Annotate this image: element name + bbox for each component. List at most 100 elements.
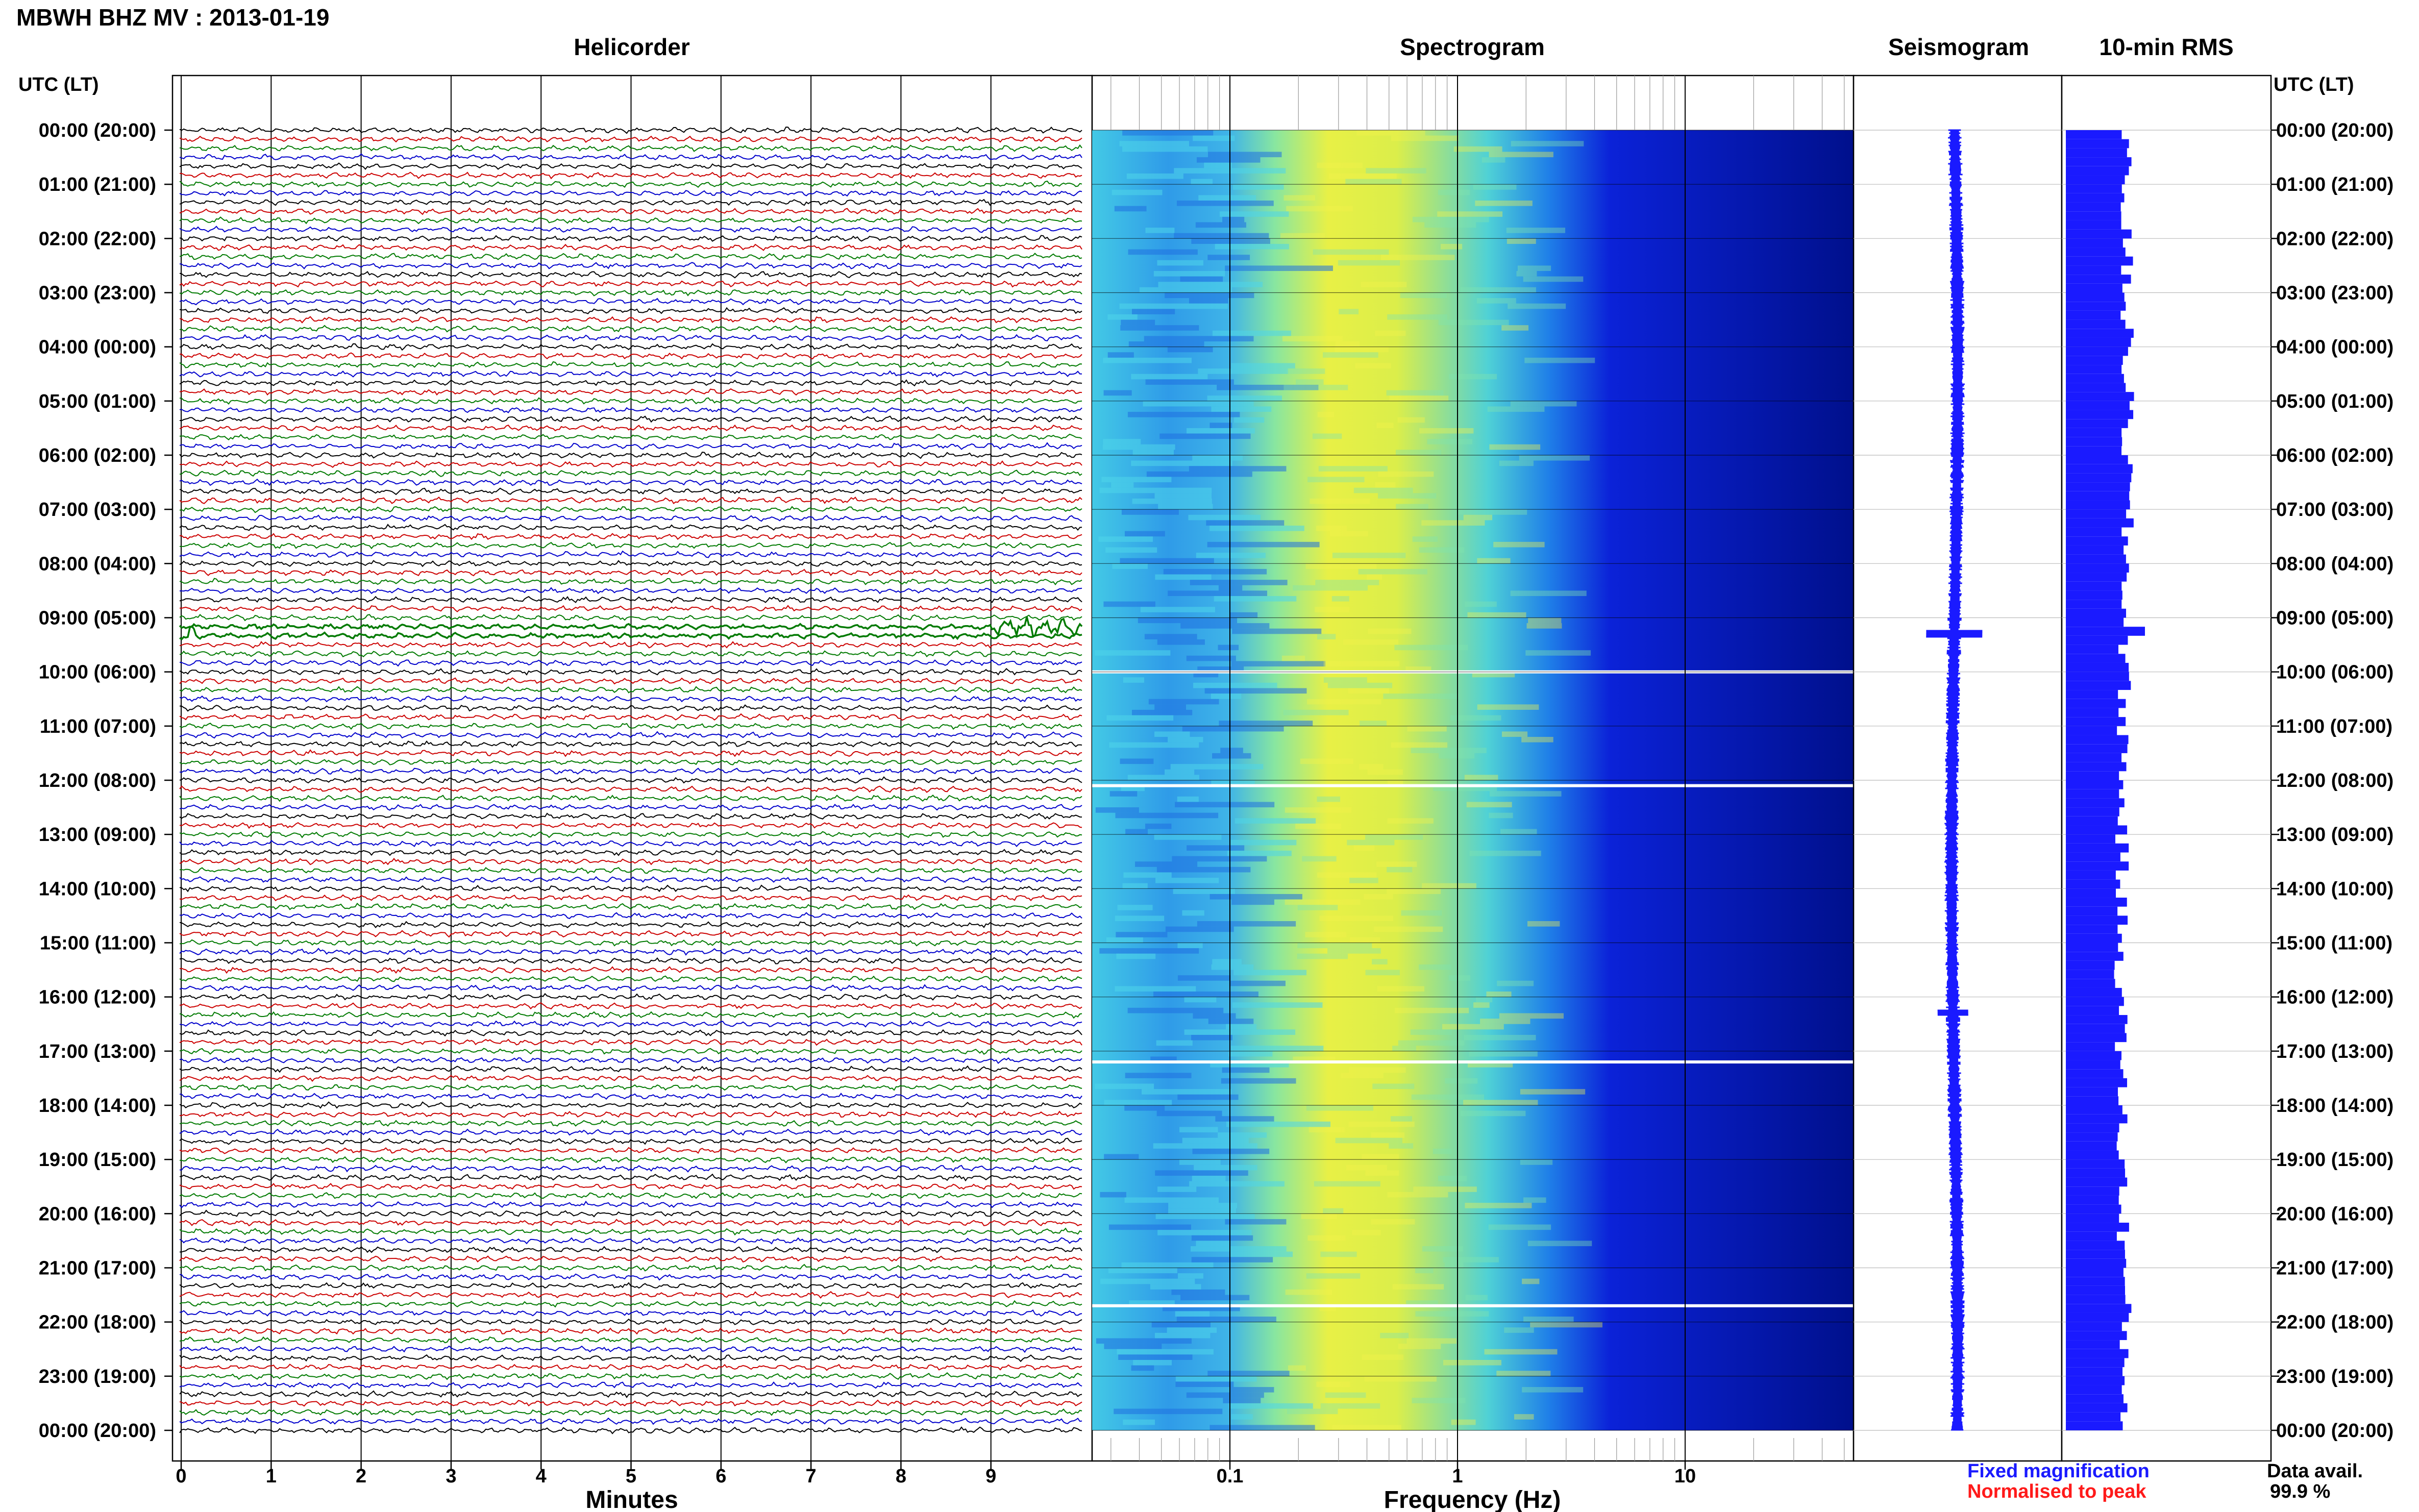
spectrogram-texture [1380,1332,1409,1339]
time-tick-label-left: 08:00 (04:00) [39,553,156,575]
spectrogram-texture [1125,829,1148,835]
spectrogram-texture [1124,1197,1219,1203]
spectrogram-texture [1392,1284,1444,1290]
time-tick-label-right: 11:00 (07:00) [2276,716,2392,737]
spectrogram-x-tick-label: 1 [1452,1466,1463,1487]
spectrogram-texture [1283,384,1348,390]
rms-bar [2066,1132,2118,1142]
rms-bar [2066,238,2123,248]
spectrogram-texture [1228,1051,1273,1057]
helicorder-trace [179,253,1082,261]
spectrogram-texture [1100,1192,1126,1198]
spectrogram-texture [1524,357,1595,363]
helicorder-trace [179,794,1082,802]
spectrogram-texture [1525,650,1591,656]
spectrogram-texture [1510,401,1577,407]
spectrogram-texture [1226,1024,1257,1030]
helicorder-trace [179,1110,1082,1118]
helicorder-trace [179,804,1082,811]
rms-bar [2066,455,2128,464]
spectrogram-texture [1365,834,1423,840]
spectrogram-texture [1323,661,1400,667]
helicorder-trace [179,625,1082,640]
spectrogram-texture [1121,319,1155,326]
spectrogram-texture [1444,1262,1464,1268]
rms-bar [2066,1105,2122,1114]
spectrogram-texture [1222,1067,1270,1073]
rms-bar [2066,1069,2124,1078]
spectrogram-texture [1397,417,1425,423]
spectrogram-texture [1207,541,1320,548]
spectrogram-texture [1131,709,1193,715]
rms-bar [2066,662,2129,672]
spectrogram-texture [1443,1359,1501,1366]
spectrogram-texture [1398,1344,1441,1349]
helicorder-trace [179,325,1082,333]
helicorder-trace [179,1128,1082,1136]
rms-bar [2066,500,2130,510]
helicorder-trace [179,616,1083,639]
spectrogram-texture [1317,634,1336,639]
spectrogram-texture [1360,721,1387,726]
rms-bar [2066,346,2128,356]
rms-bar [2066,302,2126,311]
spectrogram-texture [1191,1257,1273,1262]
spectrogram-texture [1122,146,1208,152]
helicorder-title: Helicorder [574,34,690,60]
spectrogram-texture [1175,802,1275,808]
helicorder-x-tick-label: 5 [626,1466,636,1487]
spectrogram-texture [1307,1235,1346,1241]
spectrogram-texture [1215,1116,1274,1122]
spectrogram-texture [1352,1230,1381,1235]
helicorder-trace [179,460,1082,468]
spectrogram-texture [1119,141,1190,146]
time-tick-label-right: 23:00 (19:00) [2276,1366,2393,1387]
spectrogram-texture [1231,363,1295,369]
spectrogram-texture [1365,1170,1399,1176]
spectrogram-texture [1125,531,1165,537]
helicorder-trace [179,659,1082,667]
helicorder-trace [179,1372,1082,1380]
rms-bar [2066,627,2145,636]
spectrogram-texture [1347,839,1395,846]
rms-bar [2066,437,2122,447]
spectrogram-texture [1349,878,1378,883]
spectrogram-texture [1197,921,1296,927]
spectrogram-texture [1193,682,1277,688]
time-tick-label-left: 10:00 (06:00) [39,662,156,683]
spectrogram-texture [1120,758,1154,764]
rms-bar [2066,997,2124,1006]
spectrogram-texture [1155,574,1212,580]
rms-bar [2066,1376,2125,1385]
spectrogram-texture [1349,1067,1406,1073]
helicorder-trace [179,550,1082,558]
rms-bar [2066,762,2127,772]
helicorder-trace [179,433,1082,441]
spectrogram-texture [1327,948,1381,954]
spectrogram-texture [1184,1029,1296,1035]
rms-bar [2066,184,2122,193]
spectrogram-texture [1131,374,1208,380]
spectrogram-texture [1316,1381,1350,1387]
spectrogram-texture [1140,607,1215,612]
spectrogram-texture [1499,460,1534,466]
spectrogram-texture [1189,466,1287,472]
spectrogram-texture [1179,1159,1221,1165]
spectrogram-texture [1184,997,1217,1003]
time-tick-label-left: 17:00 (13:00) [39,1041,156,1062]
spectrogram-texture [1115,986,1196,992]
rms-bar [2066,1051,2122,1060]
time-tick-label-left: 11:00 (07:00) [40,716,156,737]
spectrogram-texture [1180,1295,1250,1301]
time-tick-label-right: 05:00 (01:00) [2276,391,2393,412]
spectrogram-texture [1394,645,1468,651]
spectrogram-texture [1391,742,1448,748]
rms-bar [2066,1223,2129,1232]
rms-bar [2066,933,2122,943]
rms-bar [2066,1168,2126,1178]
spectrogram-texture [1145,379,1234,385]
rms-bar [2066,229,2132,239]
rms-bar [2066,337,2131,347]
helicorder-trace [179,316,1082,324]
spectrogram-texture [1376,423,1394,428]
